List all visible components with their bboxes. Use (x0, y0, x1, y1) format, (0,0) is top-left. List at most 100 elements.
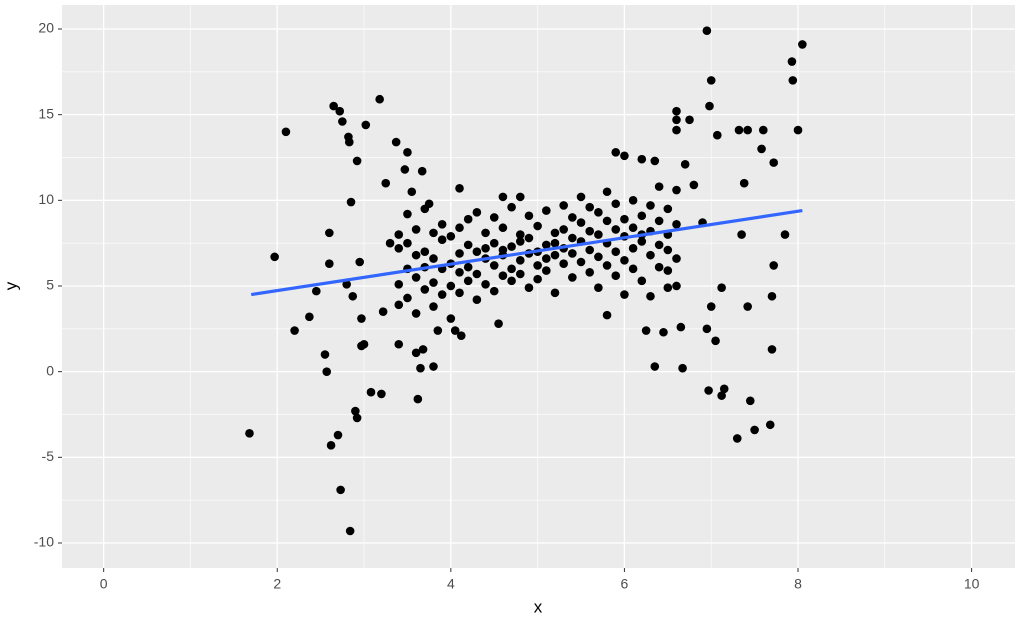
point (446, 314, 456, 323)
point (646, 250, 655, 260)
y-tick-label: 5 (46, 277, 54, 293)
point (602, 261, 612, 270)
y-axis-title: y (1, 281, 20, 290)
point (498, 271, 508, 281)
point (568, 249, 577, 258)
point (489, 261, 499, 270)
point (446, 231, 456, 241)
point (680, 160, 690, 169)
point (335, 106, 345, 116)
point (550, 228, 560, 238)
point (654, 262, 664, 272)
point (533, 261, 542, 270)
point (336, 485, 345, 495)
point (533, 274, 542, 284)
point (345, 526, 355, 536)
point (411, 225, 421, 234)
point (338, 117, 347, 126)
point (780, 230, 790, 239)
point (769, 261, 779, 270)
point (672, 125, 681, 135)
point (381, 178, 391, 188)
point (787, 57, 797, 66)
point (446, 281, 456, 291)
y-tick-label: 10 (38, 191, 54, 207)
point (717, 391, 726, 400)
point (481, 228, 490, 238)
point (322, 367, 332, 376)
point (429, 254, 438, 263)
point (326, 441, 336, 450)
point (375, 94, 384, 104)
point (568, 213, 577, 222)
point (515, 237, 525, 246)
point (346, 197, 356, 207)
point (637, 276, 647, 286)
point (420, 247, 430, 257)
point (507, 264, 516, 274)
point (594, 208, 603, 217)
point (602, 216, 612, 226)
point (650, 156, 660, 166)
point (342, 279, 351, 289)
point (524, 233, 534, 243)
point (416, 363, 425, 373)
point (542, 266, 551, 275)
point (489, 286, 499, 296)
point (463, 262, 473, 272)
fit-line (250, 209, 803, 297)
point (620, 255, 629, 265)
point (455, 223, 464, 233)
point (245, 429, 254, 438)
point (417, 166, 427, 176)
point (672, 254, 681, 263)
point (663, 245, 673, 255)
point (585, 202, 595, 212)
point (685, 115, 694, 125)
point (472, 269, 482, 279)
y-tick-label: 20 (38, 20, 54, 36)
point (706, 76, 716, 85)
point (743, 302, 752, 311)
point (456, 331, 466, 340)
point (628, 196, 638, 205)
point (394, 339, 404, 349)
point (391, 137, 401, 147)
point (594, 283, 603, 292)
y-tick-label: -10 (34, 534, 54, 550)
point (739, 178, 749, 188)
point (455, 184, 464, 193)
point (628, 243, 638, 253)
point (344, 137, 354, 147)
point (767, 345, 777, 354)
point (515, 230, 525, 239)
point (312, 286, 321, 296)
point (472, 208, 482, 217)
point (455, 249, 464, 258)
point (420, 204, 430, 214)
point (305, 312, 314, 322)
point (463, 214, 473, 224)
point (672, 185, 681, 195)
point (472, 247, 482, 257)
point (559, 225, 568, 234)
point (420, 285, 430, 294)
point (732, 434, 742, 443)
point (325, 259, 334, 269)
point (394, 243, 404, 253)
x-tick-label: 4 (447, 576, 455, 592)
point (524, 283, 534, 292)
point (352, 413, 362, 423)
point (407, 187, 417, 197)
point (559, 259, 568, 269)
point (489, 213, 499, 222)
point (524, 211, 534, 221)
point (489, 238, 499, 248)
point (472, 295, 482, 304)
point (463, 240, 473, 250)
point (542, 206, 551, 215)
point (757, 144, 766, 154)
point (568, 233, 577, 243)
point (403, 148, 412, 157)
